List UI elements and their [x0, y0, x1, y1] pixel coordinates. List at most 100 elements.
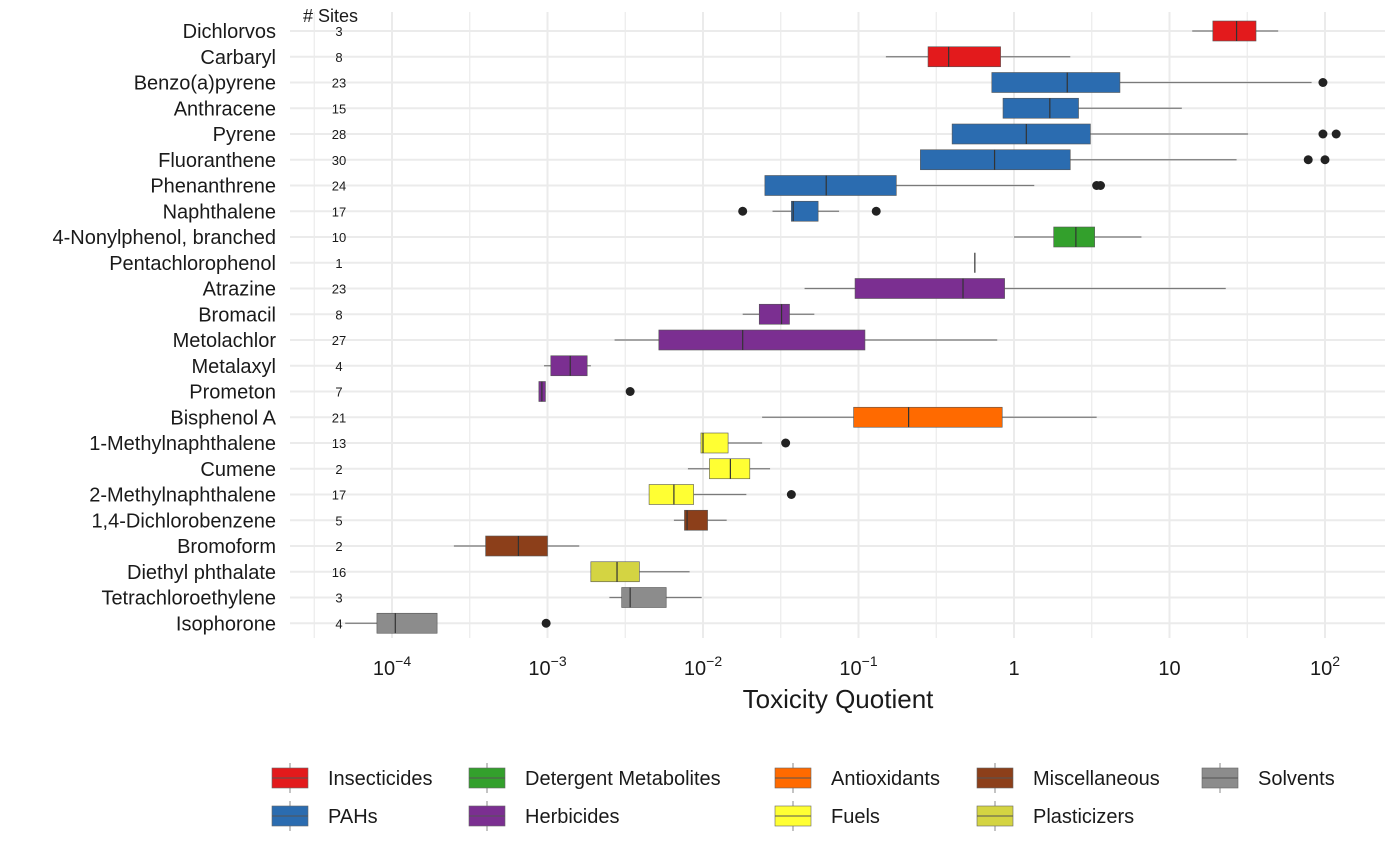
iqr-box	[684, 509, 708, 531]
site-count: 28	[332, 127, 346, 142]
site-count: 5	[335, 513, 342, 528]
legend-item-plasticizers: Plasticizers	[976, 801, 1134, 831]
iqr-box	[1212, 20, 1257, 42]
box-bisphenol-a	[762, 406, 1097, 428]
site-count: 3	[335, 591, 342, 606]
grid	[290, 12, 1385, 638]
box-series	[345, 20, 1341, 634]
category-label: 1,4-Dichlorobenzene	[91, 510, 276, 532]
category-label: Benzo(a)pyrene	[134, 73, 276, 95]
site-count: 4	[335, 359, 342, 374]
site-count: 27	[332, 333, 346, 348]
box-naphthalene	[738, 200, 881, 222]
iqr-box	[376, 612, 438, 634]
iqr-box	[758, 303, 790, 325]
legend-item-solvents: Solvents	[1201, 763, 1335, 793]
site-count: 7	[335, 385, 342, 400]
iqr-box	[485, 535, 548, 557]
site-count: 2	[335, 539, 342, 554]
iqr-box	[621, 587, 667, 608]
category-label: Metalaxyl	[192, 356, 276, 378]
legend-item-detergent-metabolites: Detergent Metabolites	[468, 763, 721, 793]
category-label: Bromoform	[177, 536, 276, 558]
category-label: 4-Nonylphenol, branched	[53, 227, 277, 249]
category-label: Isophorone	[176, 613, 276, 635]
box-benzo-a-pyrene	[991, 72, 1328, 93]
iqr-box	[951, 123, 1091, 145]
outlier-point	[1318, 129, 1328, 139]
site-count: 15	[332, 101, 346, 116]
site-count: 4	[335, 616, 342, 631]
site-count: 8	[335, 307, 342, 322]
x-tick-label: 1	[1008, 658, 1019, 680]
category-label: 1-Methylnaphthalene	[89, 433, 276, 455]
legend-item-antioxidants: Antioxidants	[774, 763, 940, 793]
box-dichlorvos	[1192, 20, 1279, 42]
category-label: Metolachlor	[173, 330, 277, 352]
x-tick-label: 10−4	[373, 653, 411, 680]
outlier-point	[1096, 181, 1106, 190]
category-label: Diethyl phthalate	[127, 562, 276, 584]
outlier-point	[1320, 155, 1330, 165]
category-label: Cumene	[200, 459, 276, 481]
legend-item-pahs: PAHs	[271, 801, 378, 831]
site-count: 23	[332, 76, 346, 91]
outlier-point	[781, 438, 791, 448]
site-count: 21	[332, 410, 346, 425]
x-tick-label: 10	[1158, 658, 1180, 680]
category-label: Dichlorvos	[183, 21, 276, 43]
iqr-box	[648, 484, 694, 505]
site-count: 10	[332, 230, 346, 245]
box-2-methylnaphthalene	[648, 484, 796, 505]
box-cumene	[687, 458, 771, 480]
x-tick-label: 102	[1310, 653, 1340, 680]
box-prometon	[538, 381, 635, 402]
legend-item-insecticides: Insecticides	[271, 763, 433, 793]
category-label: Anthracene	[174, 98, 276, 120]
iqr-box	[991, 72, 1121, 93]
legend: Insecticides Detergent Metabolites Antioxi…	[271, 763, 1335, 831]
category-label: Prometon	[189, 382, 276, 404]
site-count: 13	[332, 436, 346, 451]
iqr-box	[764, 175, 897, 196]
outlier-point	[1318, 78, 1328, 87]
site-count: 3	[335, 24, 342, 39]
category-label: Pentachlorophenol	[109, 253, 276, 275]
site-count: 23	[332, 282, 346, 297]
category-label: Naphthalene	[163, 201, 276, 223]
box-anthracene	[1002, 97, 1182, 119]
outlier-point	[738, 206, 748, 216]
iqr-box	[920, 149, 1071, 171]
legend-label: PAHs	[328, 806, 378, 828]
iqr-box	[709, 458, 751, 480]
x-tick-label: 10−3	[528, 653, 566, 680]
sites-column-header: # Sites	[303, 6, 358, 26]
box-carbaryl	[885, 46, 1071, 68]
legend-item-miscellaneous: Miscellaneous	[976, 763, 1160, 793]
site-count: 1	[335, 256, 342, 271]
iqr-box	[1002, 97, 1079, 119]
x-axis-title: Toxicity Quotient	[743, 684, 935, 714]
box-diethyl-phthalate	[590, 561, 690, 583]
box-bromacil	[742, 303, 815, 325]
site-count: 16	[332, 565, 346, 580]
site-count: 17	[332, 204, 346, 219]
category-label: Pyrene	[213, 124, 276, 146]
legend-label: Antioxidants	[831, 768, 940, 790]
category-label: Atrazine	[203, 279, 276, 301]
iqr-box	[590, 561, 640, 583]
iqr-box	[853, 406, 1003, 428]
box-atrazine	[804, 278, 1226, 299]
box-bromoform	[453, 535, 580, 557]
category-label: Tetrachloroethylene	[101, 588, 276, 610]
box-fluoranthene	[920, 149, 1330, 171]
box-4-nonylphenol-branched	[1014, 226, 1142, 248]
legend-label: Insecticides	[328, 768, 433, 790]
x-tick-label: 10−1	[839, 653, 877, 680]
category-label: Fluoranthene	[158, 150, 276, 172]
iqr-box	[791, 200, 819, 222]
category-label: 2-Methylnaphthalene	[89, 485, 276, 507]
site-count: 17	[332, 488, 346, 503]
box-metalaxyl	[544, 355, 591, 377]
legend-label: Plasticizers	[1033, 806, 1134, 828]
